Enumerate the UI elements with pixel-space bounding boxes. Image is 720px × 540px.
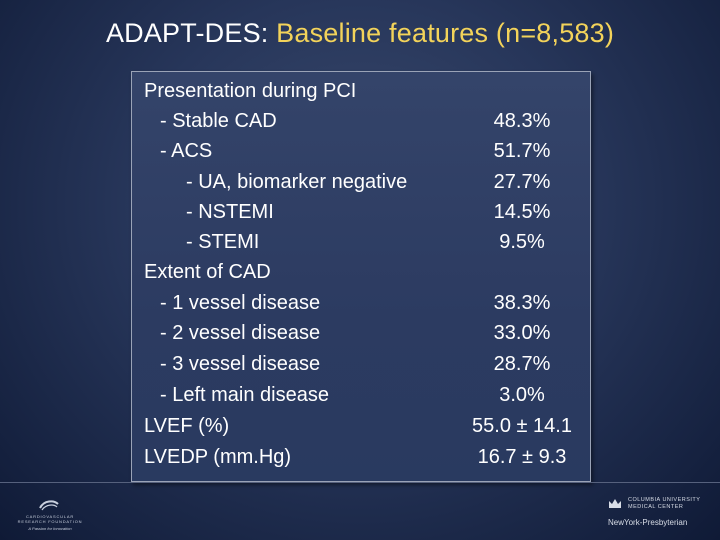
row-value: 28.7% xyxy=(493,353,551,375)
title-prefix: ADAPT-DES: xyxy=(105,18,269,48)
crf-logo: CARDIOVASCULAR RESEARCH FOUNDATION A Pas… xyxy=(14,498,124,536)
row-label: - 3 vessel disease xyxy=(160,353,321,375)
row-label: - 2 vessel disease xyxy=(160,322,321,344)
row-label: - UA, biomarker negative xyxy=(186,171,408,193)
row-label: Presentation during PCI xyxy=(144,80,357,102)
row-value: 38.3% xyxy=(493,292,551,314)
row-label: - 1 vessel disease xyxy=(160,292,321,314)
row-value: 16.7 ± 9.3 xyxy=(477,446,567,468)
table-row: - 1 vessel disease 38.3% xyxy=(132,292,590,322)
baseline-features-table: Presentation during PCI - Stable CAD 48.… xyxy=(131,71,591,482)
nyp-name: NewYork-Presbyterian xyxy=(608,518,688,527)
table-row: Extent of CAD xyxy=(132,261,590,291)
table-row: - ACS 51.7% xyxy=(132,140,590,170)
row-label: LVEDP (mm.Hg) xyxy=(144,446,292,468)
row-value: 48.3% xyxy=(493,110,551,132)
crf-name: CARDIOVASCULAR RESEARCH FOUNDATION xyxy=(17,514,83,524)
row-value: 33.0% xyxy=(493,322,551,344)
slide-title: ADAPT-DES: Baseline features (n=8,583) xyxy=(0,18,720,49)
columbia-name: COLUMBIA UNIVERSITY MEDICAL CENTER xyxy=(628,497,701,510)
table-row: - Left main disease 3.0% xyxy=(132,384,590,414)
columbia-crown-icon xyxy=(609,499,621,508)
table-row: LVEDP (mm.Hg) 16.7 ± 9.3 xyxy=(132,446,590,476)
row-label: Extent of CAD xyxy=(144,261,271,283)
row-value: 27.7% xyxy=(493,171,551,193)
row-value: 3.0% xyxy=(499,384,545,406)
table-row: - UA, biomarker negative 27.7% xyxy=(132,171,590,201)
row-label: LVEF (%) xyxy=(144,415,230,437)
table-row: - NSTEMI 14.5% xyxy=(132,201,590,231)
title-rest: Baseline features (n=8,583) xyxy=(268,18,615,48)
row-label: - Left main disease xyxy=(160,384,329,406)
row-label: - STEMI xyxy=(186,231,260,253)
row-value: 9.5% xyxy=(499,231,545,253)
columbia-nyp-logo: COLUMBIA UNIVERSITY MEDICAL CENTER NewYo… xyxy=(606,496,716,538)
row-value: 14.5% xyxy=(493,201,551,223)
row-label: - NSTEMI xyxy=(186,201,274,223)
table-row: LVEF (%) 55.0 ± 14.1 xyxy=(132,415,590,445)
table-row: - 3 vessel disease 28.7% xyxy=(132,353,590,383)
row-value: 51.7% xyxy=(493,140,551,162)
table-row: - STEMI 9.5% xyxy=(132,231,590,261)
row-label: - Stable CAD xyxy=(160,110,277,132)
table-row: Presentation during PCI xyxy=(132,80,590,110)
crf-logo-icon xyxy=(39,500,59,511)
row-label: - ACS xyxy=(160,140,213,162)
row-value: 55.0 ± 14.1 xyxy=(472,415,572,437)
crf-tagline: A Passion for Innovation xyxy=(28,526,72,531)
footer-divider xyxy=(0,482,720,483)
table-row: - Stable CAD 48.3% xyxy=(132,110,590,140)
table-row: - 2 vessel disease 33.0% xyxy=(132,322,590,352)
